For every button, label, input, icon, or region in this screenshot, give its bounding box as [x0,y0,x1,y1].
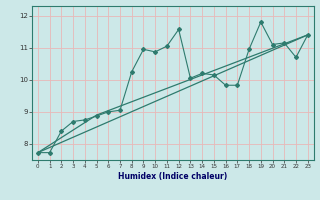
X-axis label: Humidex (Indice chaleur): Humidex (Indice chaleur) [118,172,228,181]
